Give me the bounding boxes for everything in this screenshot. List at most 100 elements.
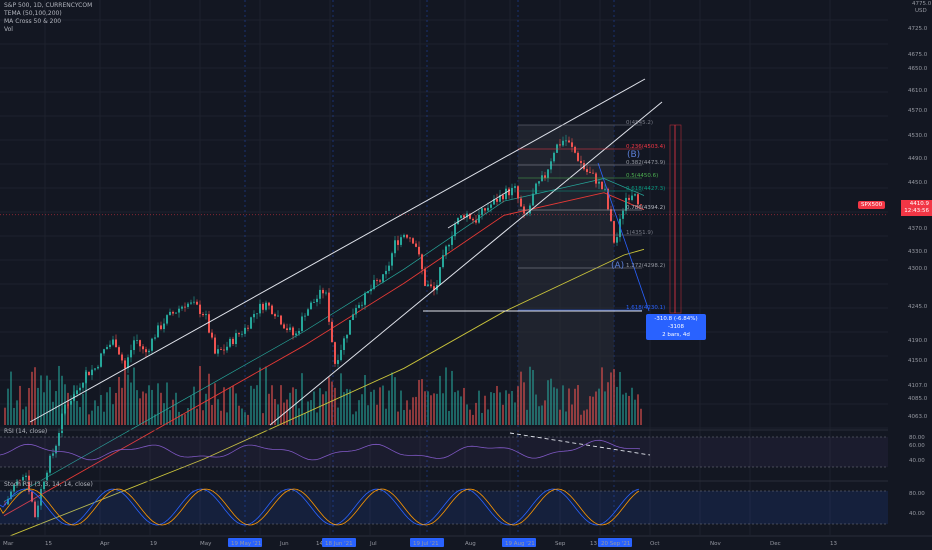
indicator-vol[interactable]: Vol — [4, 26, 13, 33]
volume-bar — [76, 400, 78, 425]
volume-bar — [115, 392, 117, 425]
volume-bar — [196, 408, 198, 425]
volume-bar — [454, 392, 456, 425]
candle-body — [7, 498, 9, 505]
indicator-tema[interactable]: TEMA (50,100,200) — [4, 10, 62, 17]
time-tick: 13 — [830, 541, 837, 547]
candle-body — [514, 186, 516, 188]
candle-body — [307, 309, 309, 316]
price-tick: 4675.0 — [908, 52, 928, 58]
volume-bar — [544, 400, 546, 425]
volume-bar — [100, 394, 102, 425]
stoch-pane-label[interactable]: Stoch RSI (3, 3, 14, 14, close) — [4, 481, 93, 488]
volume-bar — [556, 388, 558, 425]
volume-bar — [328, 377, 330, 425]
candle-body — [550, 161, 552, 170]
volume-bar — [610, 372, 612, 425]
volume-bar — [352, 414, 354, 425]
candle-body — [628, 197, 630, 200]
volume-bar — [97, 406, 99, 425]
candle-body — [415, 243, 417, 247]
volume-bar — [424, 391, 426, 425]
stoch-band — [0, 491, 888, 524]
time-highlight-label: 19 Jul '21 — [413, 541, 439, 547]
candle-body — [76, 390, 78, 395]
time-tick: Aug — [465, 541, 476, 547]
candle-body — [322, 289, 324, 294]
time-axis: Mar 15 Apr 19 May Jun 14 Jul Aug Sep 13 Oct Nov Dec 13… — [0, 535, 932, 550]
candle-body — [349, 320, 351, 335]
candle-body — [313, 302, 315, 303]
volume-bar — [10, 371, 12, 425]
candle-body — [13, 484, 15, 492]
time-highlight-bg — [502, 538, 536, 547]
projection-line — [597, 162, 650, 312]
time-tick: Sep — [555, 541, 566, 547]
candle-body — [409, 237, 411, 239]
candle-body — [427, 284, 429, 286]
candle-body — [208, 314, 210, 333]
candle-body — [31, 491, 33, 502]
volume-bar — [205, 393, 207, 425]
time-tick: 19 — [150, 541, 157, 547]
candle-body — [304, 315, 306, 317]
indicator-ma-cross[interactable]: MA Cross 50 & 200 — [4, 18, 62, 25]
volume-bar — [430, 395, 432, 425]
wedge-upper-line — [29, 78, 646, 423]
volume-bar — [439, 375, 441, 425]
candle-body — [283, 324, 285, 329]
candle-body — [535, 183, 537, 194]
volume-bar — [463, 387, 465, 425]
price-tick: 4775.0 — [912, 1, 932, 7]
volume-bar — [490, 392, 492, 425]
candle-body — [529, 205, 531, 214]
volume-bar — [541, 405, 543, 425]
candle-body — [172, 311, 174, 314]
volume-bar — [136, 390, 138, 425]
fib-level-label: 1(4351.9) — [626, 230, 653, 236]
candle-body — [94, 368, 96, 370]
candle-body — [85, 371, 87, 383]
volume-bar — [391, 372, 393, 425]
volume-bar — [295, 389, 297, 425]
candle-body — [538, 181, 540, 184]
fib-level-label: 0(4545.2) — [626, 120, 653, 126]
volume-bar — [61, 375, 63, 425]
volume-bar — [445, 367, 447, 425]
fib-level-label: 0.786(4394.2) — [626, 205, 665, 211]
candle-body — [115, 339, 117, 348]
volume-bar — [250, 385, 252, 425]
volume-bar — [355, 411, 357, 425]
candle-body — [577, 152, 579, 161]
volume-bar — [124, 368, 126, 425]
volume-bar — [403, 410, 405, 425]
volume-bar — [487, 409, 489, 425]
volume-bar — [571, 404, 573, 425]
candle-body — [544, 175, 546, 178]
candle-body — [337, 360, 339, 364]
fib-level-label: 0.5(4450.6) — [626, 173, 658, 179]
volume-bar — [586, 409, 588, 425]
candle-body — [574, 146, 576, 153]
volume-bar — [574, 388, 576, 425]
price-tick: 4245.0 — [908, 304, 928, 310]
candle-body — [43, 481, 45, 490]
time-tick: Apr — [100, 541, 110, 547]
volume-bar — [40, 375, 42, 425]
volume-bar — [157, 383, 159, 425]
time-highlight-bg — [228, 538, 262, 547]
candle-body — [268, 302, 270, 306]
candle-body — [193, 301, 195, 303]
candle-body — [532, 193, 534, 206]
candle-body — [565, 140, 567, 142]
candle-body — [331, 321, 333, 343]
rsi-pane-label[interactable]: RSI (14, close) — [4, 428, 48, 435]
candle-body — [439, 267, 441, 285]
volume-bar — [370, 391, 372, 425]
volume-bar — [616, 386, 618, 425]
symbol-title[interactable]: S&P 500, 1D, CURRENCYCOM — [4, 2, 93, 9]
volume-bar — [415, 396, 417, 425]
candle-body — [28, 475, 30, 492]
volume-bar — [619, 371, 621, 425]
